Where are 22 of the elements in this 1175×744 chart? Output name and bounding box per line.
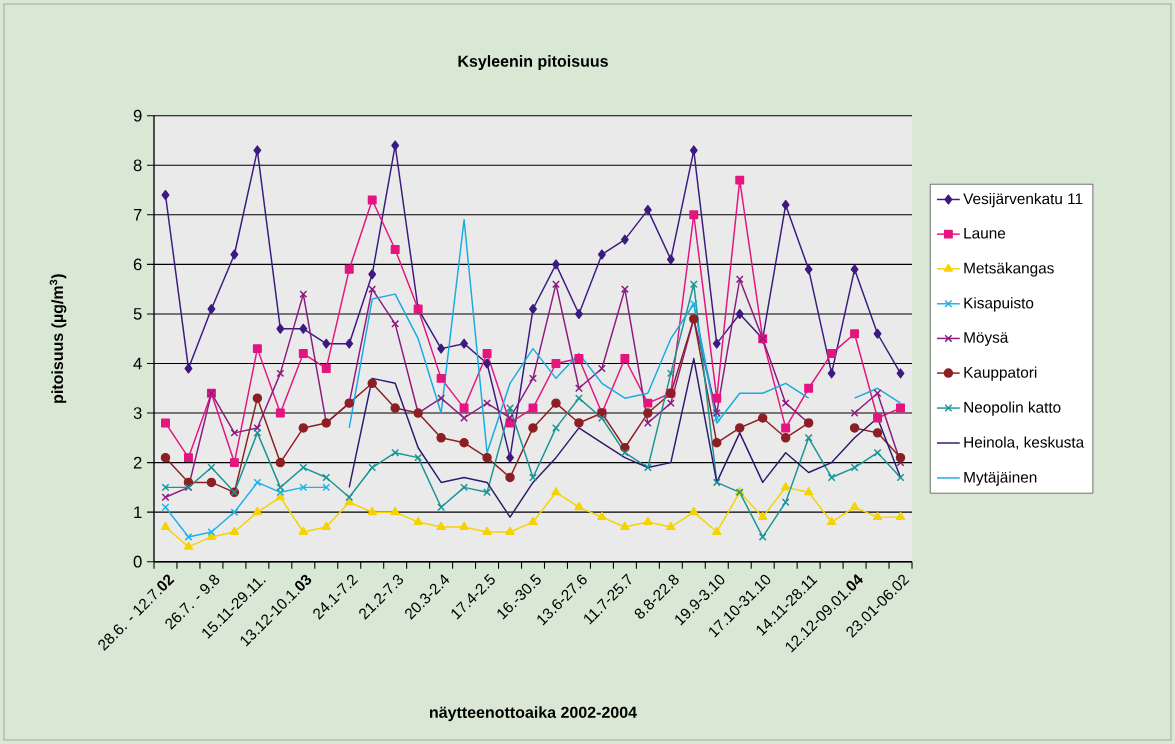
legend-label: Kauppatori	[964, 366, 1037, 381]
chart-title: Ksyleenin pitoisuus	[458, 55, 608, 71]
y-axis-title: pitoisuus (µg/m$^{3}$)	[49, 274, 67, 403]
legend-label: Heinola, keskusta	[964, 436, 1085, 450]
legend-label: Laune	[964, 227, 1006, 239]
legend-label: Vesijärvenkatu 11	[963, 192, 1083, 208]
legend-label: Möysä	[964, 332, 1009, 346]
y-tick-label: 3	[133, 407, 142, 419]
legend-label: Kisapuisto	[964, 297, 1034, 312]
y-tick-label: 7	[133, 209, 142, 221]
y-tick-label: 2	[133, 456, 142, 469]
legend-label: Mytäjäinen	[964, 471, 1037, 486]
y-tick-label: 9	[133, 109, 142, 122]
y-tick-label: 1	[134, 506, 142, 518]
legend-label: Metsäkangas	[964, 262, 1054, 277]
y-tick-label: 6	[133, 258, 142, 271]
y-tick-label: 0	[133, 555, 142, 568]
y-tick-label: 4	[133, 357, 142, 370]
x-axis-title: näytteenottoaika 2002-2004	[430, 706, 637, 722]
y-tick-label: 5	[133, 308, 142, 320]
y-tick-label: 8	[133, 159, 142, 172]
legend-label: Neopolin katto	[964, 401, 1061, 416]
